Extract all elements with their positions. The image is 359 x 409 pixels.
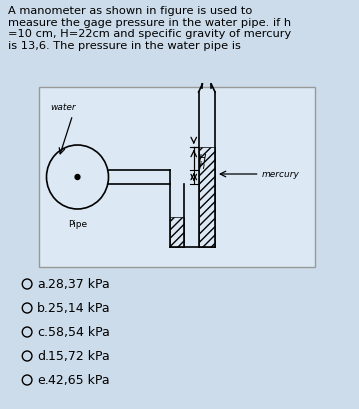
Text: d.: d. [37,350,49,363]
Bar [169,218,184,247]
Circle shape [22,279,32,289]
Text: 25,14 kPa: 25,14 kPa [48,302,110,315]
Circle shape [22,375,32,385]
Circle shape [22,327,32,337]
Text: 42,65 kPa: 42,65 kPa [48,373,110,387]
Text: e.: e. [37,373,48,387]
Text: 28,37 kPa: 28,37 kPa [48,278,110,291]
Circle shape [22,351,32,361]
Text: a.: a. [37,278,48,291]
Bar [199,148,215,247]
Text: 15,72 kPa: 15,72 kPa [48,350,110,363]
Text: H: H [199,154,206,164]
Text: c.: c. [37,326,48,339]
Text: Pipe: Pipe [68,220,87,229]
Circle shape [75,175,80,180]
Circle shape [22,303,32,313]
Text: h: h [199,161,205,171]
Circle shape [47,146,108,209]
Text: mercury: mercury [262,170,299,179]
Text: water: water [50,103,76,112]
Text: A manometer as shown in figure is used to
measure the gage pressure in the water: A manometer as shown in figure is used t… [8,6,291,51]
Text: 58,54 kPa: 58,54 kPa [48,326,110,339]
Bar [39,88,315,267]
Bar [169,245,215,249]
Text: b.: b. [37,302,49,315]
